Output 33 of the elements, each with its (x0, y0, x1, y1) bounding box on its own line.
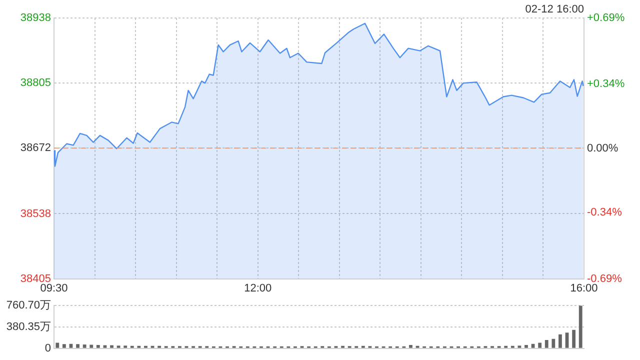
y-tick-label: 38672 (20, 142, 51, 154)
y-tick-label: 380.35万 (6, 321, 51, 334)
y-tick-label: 38805 (20, 77, 51, 90)
y2-tick-label: +0.69% (587, 12, 625, 24)
x-tick-label: 09:30 (40, 282, 68, 294)
bar (524, 345, 528, 348)
bar (110, 345, 114, 348)
bar (82, 344, 86, 348)
y2-tick-label: 0.00% (587, 142, 618, 154)
bar (62, 344, 66, 348)
x-tick-label: 12:00 (244, 282, 272, 294)
y2-tick-label: -0.34% (587, 206, 622, 219)
bar (76, 344, 80, 348)
text: 02-12 16:00 (525, 4, 584, 16)
bar (538, 342, 542, 348)
bar (90, 344, 94, 348)
bar (578, 306, 582, 348)
bar (96, 345, 100, 348)
x-tick-label: 16:00 (570, 282, 598, 294)
y-tick-label: 760.70万 (6, 300, 51, 312)
bar (565, 332, 569, 348)
y-tick-label: 38938 (20, 12, 51, 24)
y2-tick-label: -0.69% (587, 272, 622, 285)
bar (544, 340, 548, 348)
bar (558, 334, 562, 348)
bar (56, 342, 60, 348)
y-tick-label: 38405 (20, 272, 51, 285)
y-tick-label: 0 (44, 342, 51, 354)
bar (552, 338, 556, 348)
y2-tick-label: +0.34% (587, 78, 625, 90)
bar (409, 345, 412, 348)
bar (572, 330, 576, 348)
y-tick-label: 38538 (20, 208, 51, 220)
